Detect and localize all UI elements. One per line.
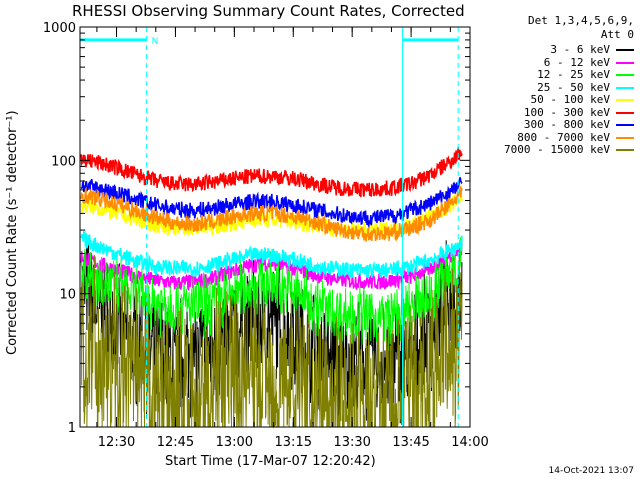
y-tick-label: 100 bbox=[51, 154, 76, 169]
series-line bbox=[80, 254, 463, 429]
series-line bbox=[80, 229, 463, 279]
legend-header-line: Det 1,3,4,5,6,9, bbox=[528, 14, 634, 27]
legend-item: 100 - 300 keV bbox=[504, 105, 634, 120]
legend-header-line: Att 0 bbox=[600, 28, 634, 41]
legend-item: 7000 - 15000 keV bbox=[504, 143, 634, 157]
series-line bbox=[80, 177, 463, 229]
legend-swatch bbox=[616, 86, 634, 89]
legend-item: 12 - 25 keV bbox=[504, 68, 634, 82]
timestamp: 14-Oct-2021 13:07 bbox=[548, 466, 634, 476]
y-axis-label: Corrected Count Rate (s⁻¹ detector⁻¹) bbox=[5, 110, 20, 355]
x-tick-label: 13:30 bbox=[333, 435, 370, 450]
y-tick-label: 1000 bbox=[43, 21, 76, 36]
series-line bbox=[80, 147, 463, 198]
x-axis-label: Start Time (17-Mar-07 12:20:42) bbox=[165, 454, 376, 469]
marker-label: N bbox=[152, 37, 159, 47]
x-tick-label: 12:30 bbox=[98, 435, 135, 450]
chart-title: RHESSI Observing Summary Count Rates, Co… bbox=[72, 2, 465, 20]
legend-header: Det 1,3,4,5,6,9, Att 0 bbox=[528, 14, 634, 42]
legend-item: 6 - 12 keV bbox=[504, 55, 634, 70]
legend-swatch bbox=[616, 74, 634, 77]
series-line bbox=[80, 235, 463, 351]
legend: 3 - 6 keV 6 - 12 keV 12 - 25 keV 25 - 50 ke… bbox=[504, 43, 634, 157]
legend-swatch bbox=[616, 49, 634, 52]
legend-swatch bbox=[616, 61, 634, 64]
legend-swatch bbox=[616, 149, 634, 152]
x-tick-label: 13:00 bbox=[216, 435, 253, 450]
legend-label: 50 - 100 keV bbox=[530, 93, 610, 106]
legend-item: 3 - 6 keV bbox=[504, 43, 634, 57]
legend-swatch bbox=[616, 111, 634, 114]
series-line bbox=[80, 185, 463, 242]
legend-swatch bbox=[616, 136, 634, 139]
y-tick-label: 1 bbox=[68, 421, 76, 436]
legend-label: 300 - 800 keV bbox=[523, 118, 610, 131]
legend-swatch bbox=[616, 124, 634, 127]
legend-label: 7000 - 15000 keV bbox=[504, 143, 610, 156]
legend-item: 800 - 7000 keV bbox=[504, 130, 634, 145]
legend-label: 12 - 25 keV bbox=[537, 68, 610, 81]
legend-label: 25 - 50 keV bbox=[537, 80, 610, 94]
x-tick-label: 14:00 bbox=[451, 435, 488, 450]
legend-item: 25 - 50 keV bbox=[504, 80, 634, 95]
legend-item: 50 - 100 keV bbox=[504, 93, 634, 107]
legend-swatch bbox=[616, 99, 634, 102]
plot-frame bbox=[79, 26, 471, 428]
legend-item: 300 - 800 keV bbox=[504, 118, 634, 132]
legend-label: 800 - 7000 keV bbox=[517, 130, 610, 144]
x-tick-label: 13:15 bbox=[275, 435, 312, 450]
x-tick-label: 12:45 bbox=[157, 435, 194, 450]
x-tick-label: 13:45 bbox=[392, 435, 429, 450]
series-line bbox=[80, 242, 463, 292]
y-tick-label: 10 bbox=[59, 288, 76, 303]
legend-label: 6 - 12 keV bbox=[543, 55, 610, 69]
legend-label: 3 - 6 keV bbox=[550, 43, 610, 56]
legend-label: 100 - 300 keV bbox=[523, 105, 610, 119]
